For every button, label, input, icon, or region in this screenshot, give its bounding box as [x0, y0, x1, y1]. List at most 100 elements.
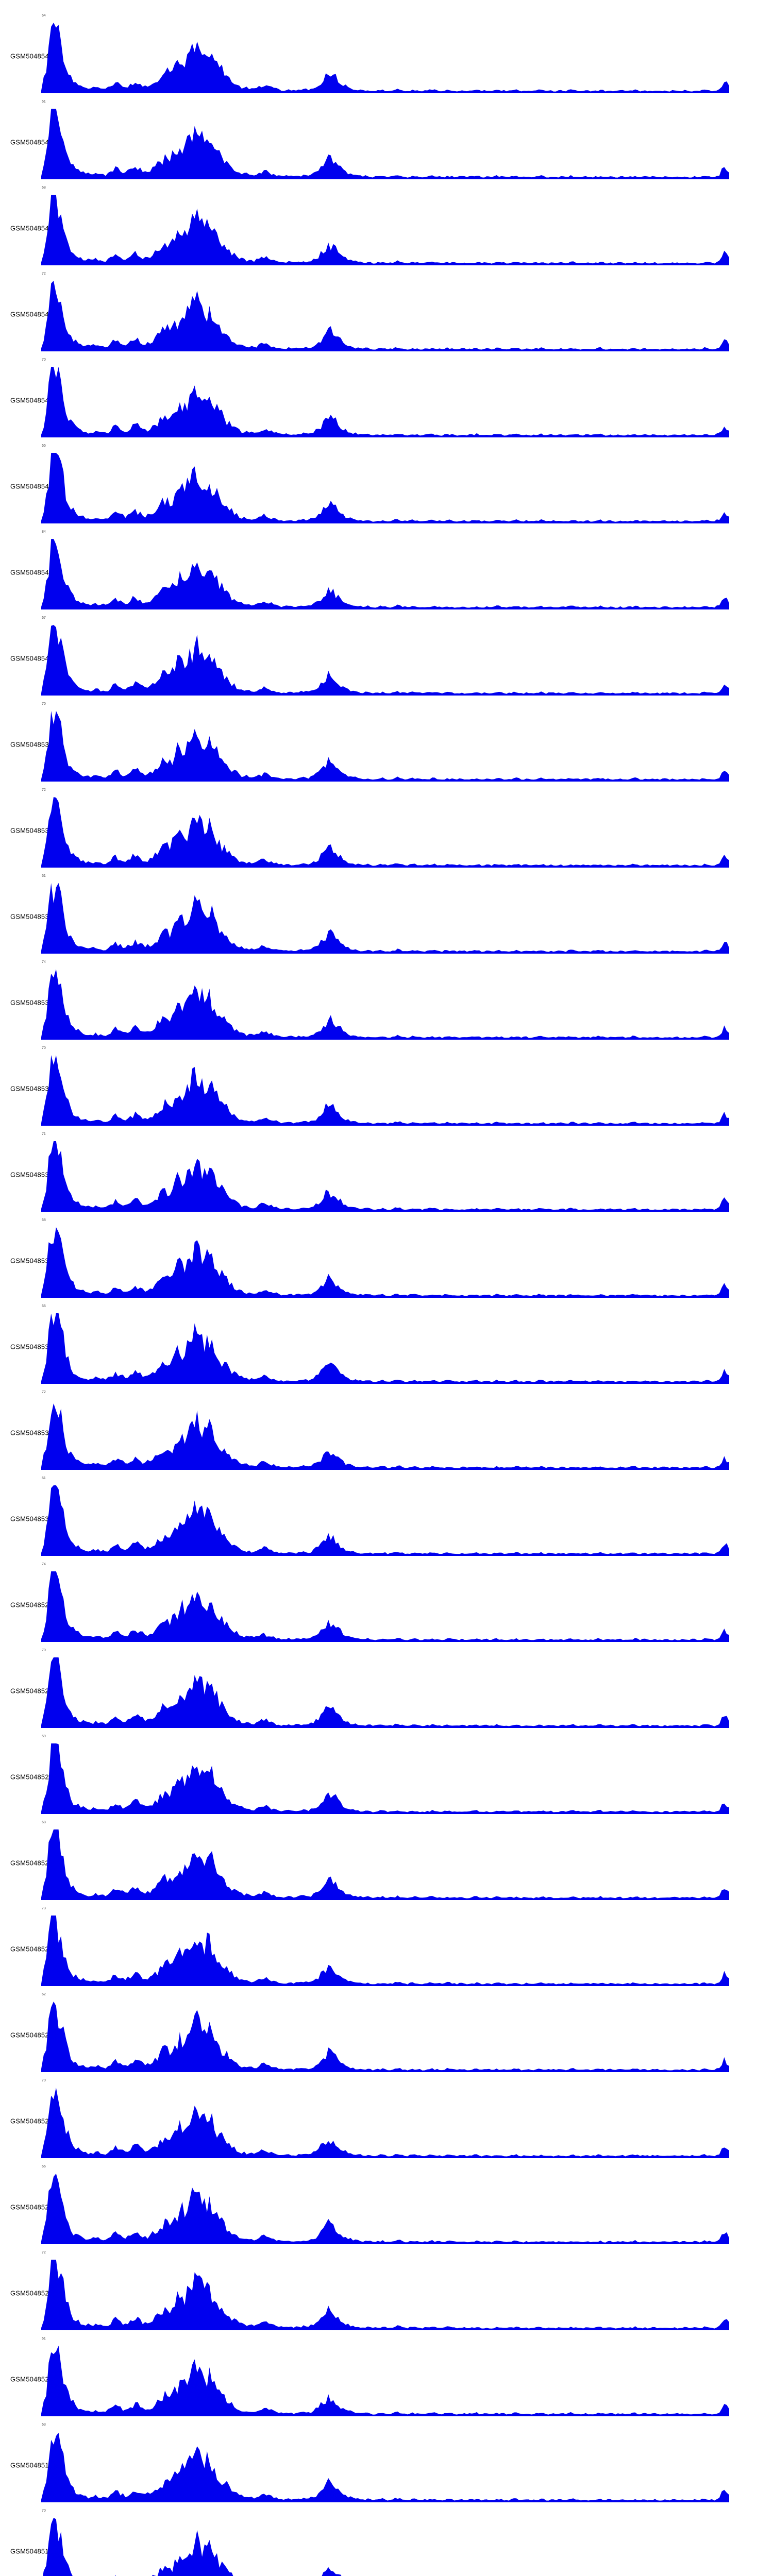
track-row: GSM5048533 68	[0, 1217, 773, 1303]
signal-area-chart	[41, 2346, 729, 2416]
signal-area-chart	[41, 1916, 729, 1986]
signal-area-chart	[41, 1313, 729, 1384]
track-label: GSM5048525	[10, 1945, 53, 1953]
signal-area-chart	[41, 2174, 729, 2244]
track-label: GSM5048533	[10, 1257, 53, 1264]
track-ymax-label: 71	[42, 1132, 46, 1136]
signal-area-chart	[41, 1141, 729, 1212]
track-label: GSM5048535	[10, 1084, 53, 1092]
track-label: GSM5048531	[10, 1429, 53, 1436]
track-label: GSM5048528	[10, 1687, 53, 1694]
track-ymax-label: 61	[42, 1477, 46, 1480]
track-row: GSM5048539 70	[0, 701, 773, 787]
track-ymax-label: 70	[42, 1046, 46, 1050]
track-label: GSM5048536	[10, 998, 53, 1006]
track-row: GSM5048525 73	[0, 1906, 773, 1992]
track-row: GSM5048527 59	[0, 1734, 773, 1820]
signal-area-chart	[41, 1227, 729, 1298]
signal-area-chart	[41, 195, 729, 265]
track-row: GSM5048531 72	[0, 1389, 773, 1476]
track-ymax-label: 66	[42, 2165, 46, 2168]
signal-area-chart	[41, 883, 729, 954]
track-row: GSM5048541 84	[0, 529, 773, 615]
track-row: GSM5048519 63	[0, 2422, 773, 2508]
track-ymax-label: 61	[42, 100, 46, 104]
track-ymax-label: 61	[42, 2337, 46, 2341]
signal-area-chart	[41, 109, 729, 179]
track-ymax-label: 73	[42, 1907, 46, 1910]
signal-area-chart	[41, 453, 729, 523]
signal-area-chart	[41, 1403, 729, 1470]
track-ymax-label: 59	[42, 1735, 46, 1738]
track-row: GSM5048523 70	[0, 2078, 773, 2164]
track-row: GSM5048526 68	[0, 1820, 773, 1906]
track-label: GSM5048524	[10, 2031, 53, 2039]
track-row: GSM5048532 66	[0, 1303, 773, 1389]
track-row: GSM5048543 70	[0, 357, 773, 443]
track-ymax-label: 68	[42, 1218, 46, 1222]
signal-area-chart	[41, 367, 729, 437]
track-ymax-label: 72	[42, 1391, 46, 1394]
tracks-container: GSM5048547 64 GSM5048546 61 GSM5048545 6…	[0, 13, 773, 2576]
track-label: GSM5048543	[10, 396, 53, 404]
signal-area-chart	[41, 797, 729, 868]
track-label: GSM5048523	[10, 2117, 53, 2125]
track-label: GSM5048538	[10, 826, 53, 834]
signal-area-chart	[41, 23, 729, 93]
signal-area-chart	[41, 1571, 729, 1642]
track-ymax-label: 84	[42, 530, 46, 534]
track-ymax-label: 62	[42, 1993, 46, 1996]
track-label: GSM5048519	[10, 2461, 53, 2469]
track-row: GSM5048542 65	[0, 443, 773, 529]
track-label: GSM5048537	[10, 912, 53, 920]
signal-area-chart	[41, 625, 729, 696]
track-label: GSM5048518	[10, 2547, 53, 2555]
signal-area-chart	[41, 969, 729, 1040]
track-row: GSM5048536 74	[0, 959, 773, 1045]
track-ymax-label: 72	[42, 2251, 46, 2255]
signal-area-chart	[41, 2432, 729, 2502]
track-row: GSM5048528 70	[0, 1648, 773, 1734]
track-row: GSM5048537 61	[0, 873, 773, 959]
track-label: GSM5048527	[10, 1773, 53, 1781]
signal-area-chart	[41, 539, 729, 609]
track-label: GSM5048542	[10, 482, 53, 490]
signal-area-chart	[41, 1829, 729, 1900]
track-row: GSM5048521 72	[0, 2250, 773, 2336]
track-row: GSM5048544 72	[0, 271, 773, 357]
signal-area-chart	[41, 2088, 729, 2158]
track-label: GSM5048540	[10, 654, 53, 662]
track-row: GSM5048522 66	[0, 2164, 773, 2250]
track-label: GSM5048545	[10, 224, 53, 232]
track-row: GSM5048545 68	[0, 185, 773, 271]
track-label: GSM5048546	[10, 138, 53, 146]
signal-area-chart	[41, 1743, 729, 1814]
track-ymax-label: 67	[42, 616, 46, 620]
track-ymax-label: 66	[42, 1304, 46, 1308]
track-label: GSM5048534	[10, 1171, 53, 1178]
track-ymax-label: 68	[42, 186, 46, 190]
signal-area-chart	[41, 1485, 729, 1556]
track-ymax-label: 72	[42, 272, 46, 276]
track-label: GSM5048544	[10, 310, 53, 318]
track-row: GSM5048524 62	[0, 1992, 773, 2078]
track-ymax-label: 68	[42, 1821, 46, 1824]
signal-area-chart	[41, 1657, 729, 1728]
track-ymax-label: 70	[42, 2509, 46, 2513]
track-label: GSM5048539	[10, 740, 53, 748]
track-label: GSM5048532	[10, 1343, 53, 1350]
track-label: GSM5048521	[10, 2289, 53, 2297]
signal-area-chart	[41, 2260, 729, 2330]
track-ymax-label: 70	[42, 2079, 46, 2082]
track-row: GSM5048538 72	[0, 787, 773, 873]
track-ymax-label: 64	[42, 14, 46, 18]
signal-area-chart	[43, 2518, 342, 2576]
track-row: GSM5048546 61	[0, 99, 773, 185]
track-label: GSM5048541	[10, 568, 53, 576]
track-row: GSM5048547 64	[0, 13, 773, 99]
signal-area-chart	[41, 1055, 729, 1126]
signal-area-chart	[41, 281, 729, 351]
track-ymax-label: 61	[42, 874, 46, 878]
track-label: GSM5048526	[10, 1859, 53, 1867]
track-ymax-label: 72	[42, 788, 46, 792]
